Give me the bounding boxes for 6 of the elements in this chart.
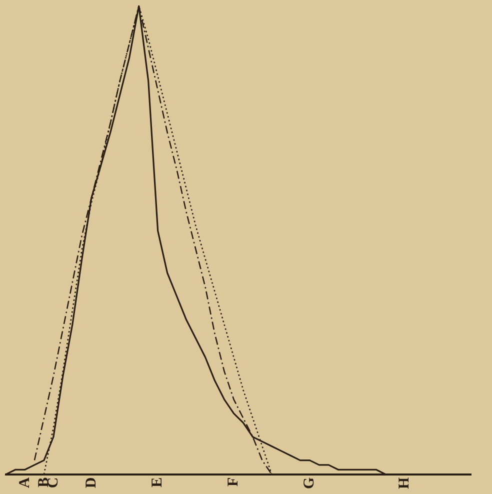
x-tick-label: F bbox=[226, 477, 242, 487]
x-tick-label: H bbox=[396, 477, 412, 490]
x-tick-label: G bbox=[302, 477, 318, 490]
x-tick-label: E bbox=[150, 477, 166, 488]
x-tick-label: A bbox=[16, 477, 33, 488]
x-tick-label: D bbox=[83, 477, 100, 488]
